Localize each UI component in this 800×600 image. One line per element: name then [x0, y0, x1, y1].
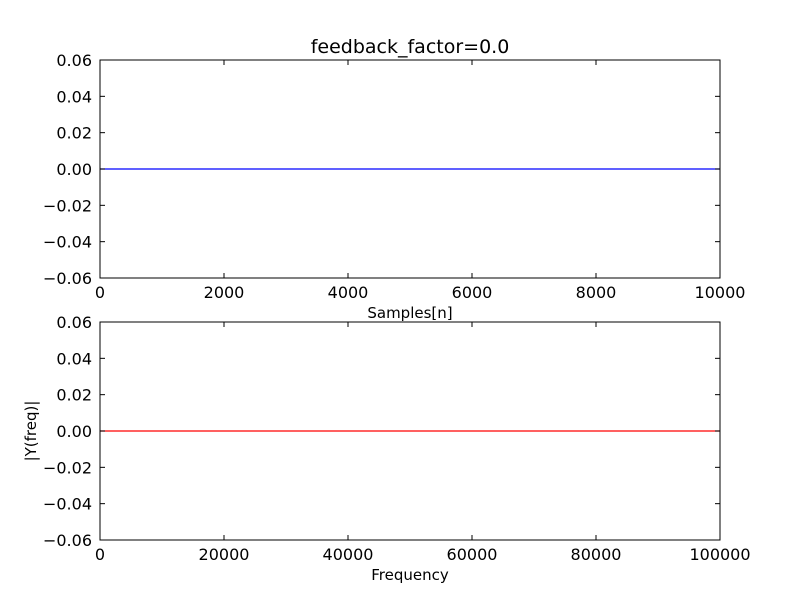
y-tick-label: −0.04 [43, 495, 92, 514]
y-tick-label: 0.06 [56, 51, 92, 70]
y-tick-label: −0.06 [43, 531, 92, 550]
x-tick-label: 100000 [689, 545, 750, 564]
x-tick-label: 0 [95, 283, 105, 302]
y-axis-label: |Y(freq)| [22, 401, 40, 462]
x-tick-label: 6000 [452, 283, 493, 302]
x-tick-label: 60000 [447, 545, 498, 564]
x-tick-label: 0 [95, 545, 105, 564]
subplot-1: 0 2000 4000 6000 8000 10000 0.06 0.04 0.02 0.00 −0… [43, 36, 745, 322]
x-axis-label: Frequency [371, 566, 449, 584]
x-axis-label: Samples[n] [367, 304, 452, 322]
subplot-2: 0 20000 40000 60000 80000 100000 0.06 0.04 0.02 0… [22, 313, 751, 584]
y-tick-label: −0.02 [43, 196, 92, 215]
x-tick-label: 80000 [571, 545, 622, 564]
x-tick-label: 4000 [328, 283, 369, 302]
x-tick-label: 2000 [204, 283, 245, 302]
y-tick-label: 0.02 [56, 386, 92, 405]
y-tick-label: 0.04 [56, 349, 92, 368]
y-tick-label: 0.06 [56, 313, 92, 332]
x-tick-label: 20000 [199, 545, 250, 564]
y-tick-label: 0.00 [56, 160, 92, 179]
x-tick-label: 8000 [576, 283, 617, 302]
y-tick-label: −0.06 [43, 269, 92, 288]
subplots: 0 2000 4000 6000 8000 10000 0.06 0.04 0.02 0.00 −0… [22, 36, 751, 584]
x-tick-label: 10000 [695, 283, 746, 302]
y-tick-label: 0.00 [56, 422, 92, 441]
y-tick-label: 0.04 [56, 87, 92, 106]
x-tick-label: 40000 [323, 545, 374, 564]
y-tick-label: −0.02 [43, 458, 92, 477]
y-tick-label: −0.04 [43, 233, 92, 252]
chart-title: feedback_factor=0.0 [311, 36, 510, 58]
y-tick-label: 0.02 [56, 124, 92, 143]
